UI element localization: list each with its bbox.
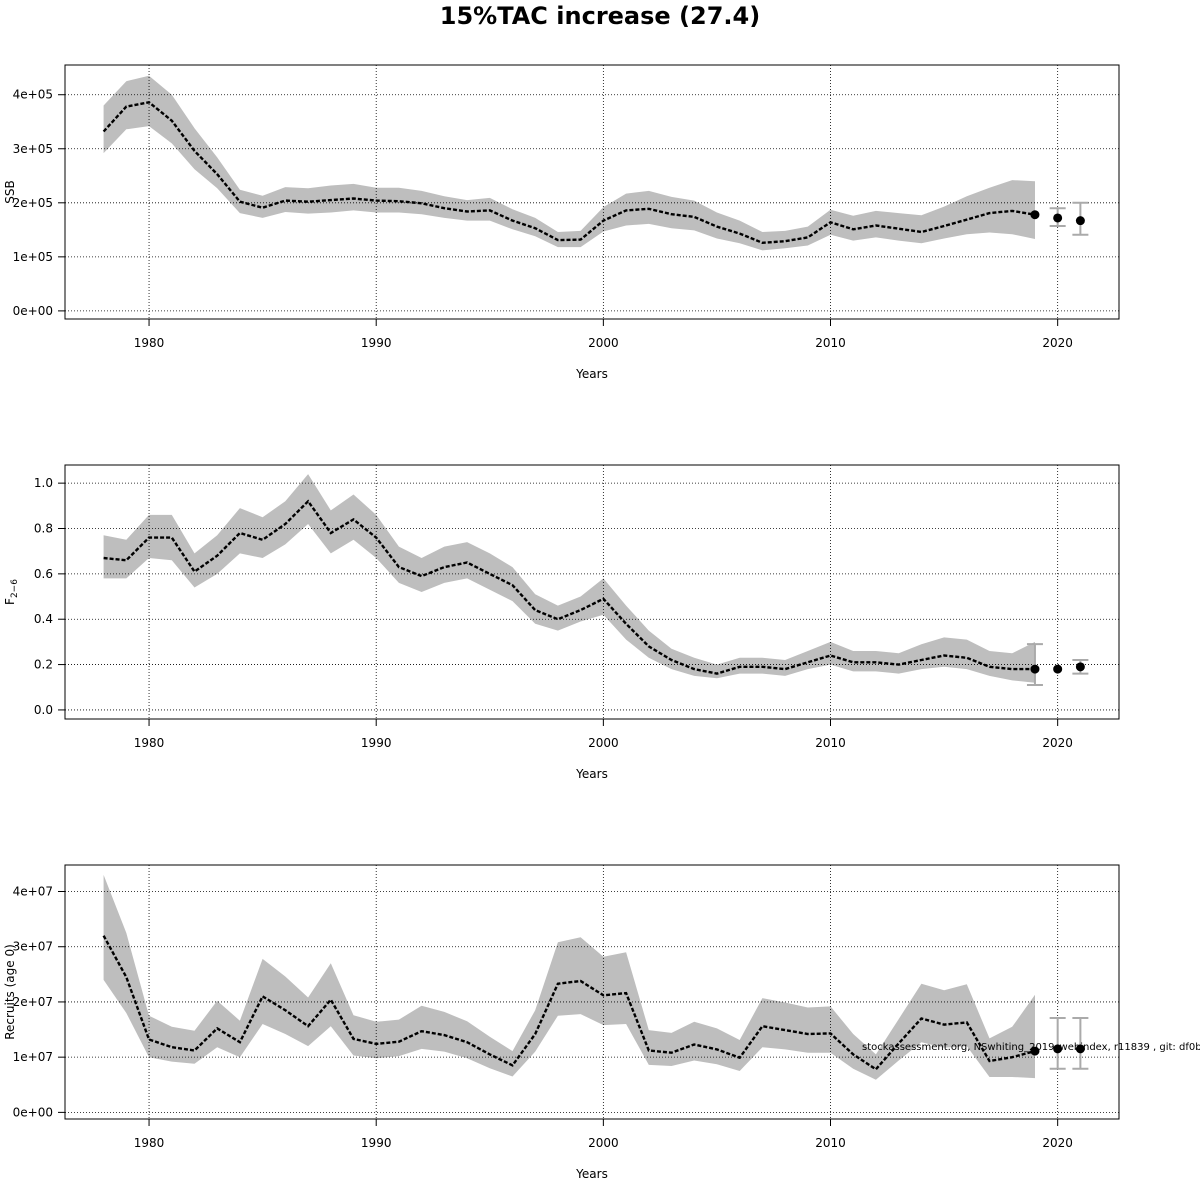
estimate-line	[103, 499, 1035, 675]
y-tick-label: 0.6	[34, 567, 53, 581]
x-tick-label: 2000	[588, 1136, 619, 1150]
chart-panel-2: 1980 1990 2000 2010 2020 0.0 0.2 0.4 0.6 0.8 1.0 Ye…	[3, 464, 1120, 781]
x-tick-label: 2010	[815, 736, 846, 750]
y-axis-label-main: F	[3, 598, 17, 605]
confidence-band	[103, 75, 1036, 251]
x-tick-label: 2020	[1042, 1136, 1073, 1150]
y-tick-label: 0.2	[34, 658, 53, 672]
y-tick-label: 2e+05	[13, 196, 53, 210]
y-axis-label: SSB	[3, 180, 17, 203]
y-tick-label: 3e+07	[13, 940, 53, 954]
x-tick-label: 2000	[588, 336, 619, 350]
y-tick-label: 1e+07	[13, 1050, 53, 1064]
y-tick-label: 1.0	[34, 476, 53, 490]
plot-frame	[64, 464, 1120, 720]
x-tick-label: 1980	[134, 736, 165, 750]
projection-point	[1075, 1044, 1085, 1054]
projection-point	[1030, 664, 1040, 674]
x-axis-label: Years	[575, 367, 608, 381]
x-tick-label: 2020	[1042, 736, 1073, 750]
x-tick-label: 1980	[134, 336, 165, 350]
chart-panel-3: 1980 1990 2000 2010 2020 0e+00 1e+07 2e+07 3e+07…	[3, 864, 1120, 1181]
y-tick-label: 3e+05	[13, 142, 53, 156]
x-tick-label: 2010	[815, 336, 846, 350]
projection-point	[1075, 662, 1085, 672]
projection-point	[1053, 664, 1063, 674]
y-tick-label: 0e+00	[13, 1105, 53, 1119]
x-axis-label: Years	[575, 1167, 608, 1181]
y-axis-label: Recruits (age 0)	[3, 944, 17, 1040]
projection-point	[1075, 216, 1085, 226]
y-tick-label: 0.0	[34, 703, 53, 717]
confidence-band	[103, 874, 1036, 1080]
projection-point	[1053, 213, 1063, 223]
x-tick-label: 1990	[361, 336, 392, 350]
plot-frame	[64, 64, 1120, 320]
x-tick-label: 2020	[1042, 336, 1073, 350]
plot-frame	[64, 864, 1120, 1120]
y-tick-label: 0.8	[34, 522, 53, 536]
y-tick-label: 1e+05	[13, 250, 53, 264]
projection-point	[1053, 1044, 1063, 1054]
chart-panel-1: 1980 1990 2000 2010 2020 0e+00 1e+05 2e+05 3e+05…	[3, 64, 1120, 381]
x-tick-label: 1990	[361, 736, 392, 750]
x-tick-label: 1990	[361, 1136, 392, 1150]
y-axis-label: F2−6	[3, 579, 20, 605]
x-axis-label: Years	[575, 767, 608, 781]
projection-point	[1030, 210, 1040, 220]
watermark-text: stockassessment.org, NSwhiting_2019_webi…	[862, 1042, 1200, 1053]
y-tick-label: 0e+00	[13, 304, 53, 318]
y-tick-label: 4e+07	[13, 885, 53, 899]
projection-error-bar	[1026, 643, 1043, 686]
confidence-band	[103, 474, 1036, 683]
estimate-line	[102, 101, 1036, 245]
y-tick-label: 4e+05	[13, 88, 53, 102]
projection-point	[1030, 1046, 1040, 1056]
chart-title: 15%TAC increase (27.4)	[440, 2, 760, 30]
y-tick-label: 2e+07	[13, 995, 53, 1009]
estimate-line	[102, 935, 1036, 1071]
y-tick-label: 0.4	[34, 612, 53, 626]
projection-error-bar	[1049, 1016, 1066, 1070]
projection-error-bar	[1072, 1016, 1089, 1070]
x-tick-label: 2000	[588, 736, 619, 750]
y-axis-label-subscript: 2−6	[10, 579, 20, 598]
x-tick-label: 2010	[815, 1136, 846, 1150]
x-tick-label: 1980	[134, 1136, 165, 1150]
